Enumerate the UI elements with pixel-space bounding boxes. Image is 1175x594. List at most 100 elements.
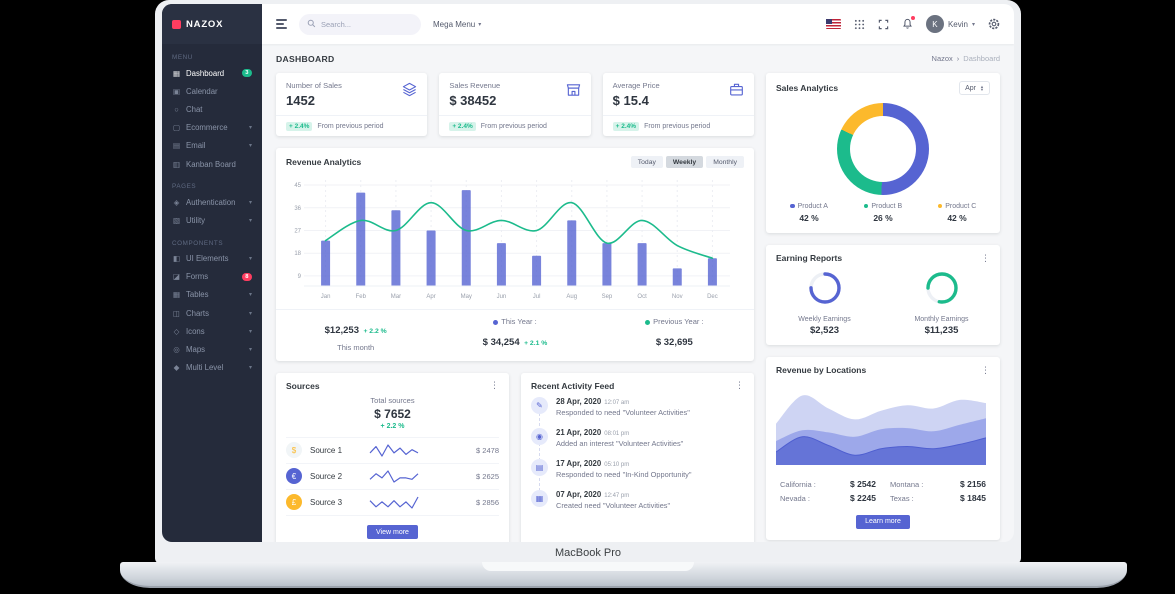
kebab-menu-icon[interactable]: ⋮ xyxy=(981,252,990,263)
sidebar-item-badge: 8 xyxy=(241,272,252,281)
stat-label: Sales Revenue xyxy=(449,81,501,90)
forms-icon: ◪ xyxy=(172,272,181,282)
source-sparkline xyxy=(368,495,468,510)
mega-menu-button[interactable]: Mega Menu ▾ xyxy=(433,20,481,29)
learn-more-button[interactable]: Learn more xyxy=(856,514,910,529)
sidebar-item-label: Forms xyxy=(186,272,209,282)
location-stat-california: California : $ 2542 xyxy=(780,479,876,489)
sidebar-item-kanban-board[interactable]: ▥ Kanban Board xyxy=(162,155,262,173)
sidebar-item-label: Kanban Board xyxy=(186,159,236,169)
main-area: Search... Mega Menu ▾ xyxy=(262,4,1014,542)
source-icon: £ xyxy=(286,494,302,511)
svg-text:May: May xyxy=(461,294,472,300)
legend-value: 42 % xyxy=(947,213,967,223)
period-select[interactable]: Apr ▲ ▼ xyxy=(959,81,990,95)
tables-icon: ▦ xyxy=(172,290,181,300)
search-input[interactable]: Search... xyxy=(299,13,421,35)
location-stat-montana: Montana : $ 2156 xyxy=(890,479,986,489)
activity-text: Created need "Volunteer Activities" xyxy=(556,501,671,511)
sidebar-item-tables[interactable]: ▦ Tables ▾ xyxy=(162,286,262,304)
kebab-menu-icon[interactable]: ⋮ xyxy=(981,364,990,375)
source-sparkline xyxy=(368,443,468,458)
sidebar-item-ui-elements[interactable]: ◧ UI Elements ▾ xyxy=(162,250,262,268)
stat-card-sales-revenue: Sales Revenue $ 38452 + 2.4% From pre xyxy=(439,73,591,136)
stat-card-average-price: Average Price $ 15.4 + 2.4% From prev xyxy=(602,73,754,136)
sidebar-item-label: Maps xyxy=(186,345,206,355)
revenue-previous-year: Previous Year : $ 32,695 xyxy=(595,310,754,361)
earning-item-monthly-earnings: Monthly Earnings $11,235 xyxy=(883,269,1000,336)
this-year-label: This Year : xyxy=(501,317,537,326)
source-row-source-3[interactable]: £ Source 3 $ 2856 xyxy=(286,490,499,516)
avatar: K xyxy=(925,15,944,33)
activity-body: 28 Apr, 2020 12:07 am Responded to need "V… xyxy=(556,397,690,418)
sidebar-item-label: Calendar xyxy=(186,86,218,96)
menu-toggle-icon[interactable] xyxy=(276,19,287,29)
user-name: Kevin xyxy=(947,19,968,29)
month-delta: + 2.2 % xyxy=(363,328,387,335)
sidebar-item-calendar[interactable]: ▣ Calendar xyxy=(162,82,262,100)
location-stat-texas: Texas : $ 1845 xyxy=(890,493,986,503)
view-more-button[interactable]: View more xyxy=(367,525,418,540)
activity-time: 12:47 pm xyxy=(604,492,630,499)
brand[interactable]: NAZOX xyxy=(162,4,262,44)
sidebar-item-ecommerce[interactable]: ▢ Ecommerce ▾ xyxy=(162,119,262,137)
source-row-source-1[interactable]: $ Source 1 $ 2478 xyxy=(286,438,499,464)
sidebar-item-authentication[interactable]: ◈ Authentication ▾ xyxy=(162,193,262,211)
card-title: Sources xyxy=(286,380,320,391)
sidebar-item-email[interactable]: ▤ Email ▾ xyxy=(162,137,262,155)
briefcase-icon xyxy=(729,82,744,102)
card-title: Revenue Analytics xyxy=(286,157,362,167)
tab-today[interactable]: Today xyxy=(630,156,663,168)
sidebar-item-dashboard[interactable]: ▦ Dashboard 3 xyxy=(162,64,262,82)
app-window: NAZOX MENU ▦ Dashboard 3 ▣ Calendar ○ Chat ▢ Ecom… xyxy=(162,4,1014,542)
kebab-menu-icon[interactable]: ⋮ xyxy=(735,380,744,391)
bell-icon[interactable] xyxy=(902,16,915,30)
earning-reports-card: Earning Reports ⋮ Weekly Earnings $2,523 M… xyxy=(766,245,1000,345)
breadcrumb-separator: › xyxy=(956,54,960,63)
user-menu[interactable]: K Kevin ▾ xyxy=(925,15,975,33)
total-sources-delta: + 2.2 % xyxy=(380,422,405,430)
tab-weekly[interactable]: Weekly xyxy=(665,156,704,168)
location-label: Nevada : xyxy=(780,493,811,503)
sidebar-item-chat[interactable]: ○ Chat xyxy=(162,100,262,118)
store-icon xyxy=(566,82,581,102)
language-flag-icon[interactable] xyxy=(825,19,841,29)
kebab-menu-icon[interactable]: ⋮ xyxy=(490,380,499,391)
tab-monthly[interactable]: Monthly xyxy=(706,156,744,168)
sidebar-item-forms[interactable]: ◪ Forms 8 xyxy=(162,268,262,286)
sidebar-item-maps[interactable]: ◎ Maps ▾ xyxy=(162,340,262,358)
activity-item: ◉ 21 Apr, 2020 08:01 pm Added an interest "… xyxy=(531,427,744,448)
activity-feed-list: ✎ 28 Apr, 2020 12:07 am Responded to need "… xyxy=(531,396,744,511)
recent-activity-card: Recent Activity Feed ⋮ ✎ 28 Apr, 2020 12:0… xyxy=(521,372,754,542)
fullscreen-icon[interactable] xyxy=(878,19,889,30)
locations-stats: California : $ 2542 Montana : $ 2156 Nevada … xyxy=(766,472,1000,505)
stat-delta-badge: + 2.4% xyxy=(612,121,640,131)
earning-label: Monthly Earnings xyxy=(914,316,969,323)
sidebar-item-multi-level[interactable]: ◆ Multi Level ▾ xyxy=(162,359,262,377)
source-value: $ 2856 xyxy=(476,497,499,507)
legend-text: Product B xyxy=(871,203,903,210)
legend-text: Product C xyxy=(945,203,977,210)
sales-analytics-card: Sales Analytics Apr ▲ ▼ Product A 42 % Prod… xyxy=(766,73,1000,233)
apps-grid-icon[interactable] xyxy=(854,19,865,30)
stat-card-number-of-sales: Number of Sales 1452 + 2.4% From prev xyxy=(276,73,428,136)
card-title: Earning Reports xyxy=(776,253,843,263)
location-label: Texas : xyxy=(890,493,914,503)
location-label: California : xyxy=(780,479,816,489)
sidebar-item-icons[interactable]: ◇ Icons ▾ xyxy=(162,322,262,340)
source-name: Source 3 xyxy=(310,497,343,507)
chat-icon: ○ xyxy=(174,104,179,114)
breadcrumb-parent[interactable]: Nazox xyxy=(931,54,953,63)
sidebar-item-charts[interactable]: ◫ Charts ▾ xyxy=(162,304,262,322)
source-name: Source 1 xyxy=(310,445,343,455)
settings-gear-icon[interactable] xyxy=(988,18,1000,30)
sources-list: $ Source 1 $ 2478 € Source 2 $ 2625 £ Source 3 $… xyxy=(286,436,499,516)
legend-label: Product C xyxy=(920,203,994,210)
chevron-down-icon: ▾ xyxy=(971,21,975,28)
ecommerce-icon: ▢ xyxy=(172,123,181,133)
source-row-source-2[interactable]: € Source 2 $ 2625 xyxy=(286,464,499,490)
total-sources-label: Total sources xyxy=(370,395,415,405)
svg-text:18: 18 xyxy=(294,251,301,257)
chevron-down-icon: ▾ xyxy=(248,256,252,263)
sidebar-item-utility[interactable]: ▧ Utility ▾ xyxy=(162,211,262,229)
